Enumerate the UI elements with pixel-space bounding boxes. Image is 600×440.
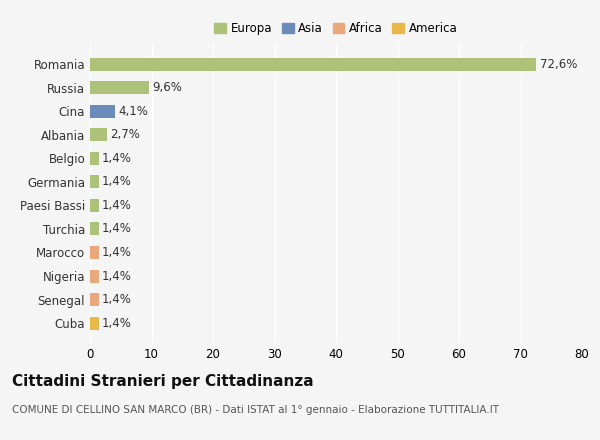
Text: 1,4%: 1,4% <box>101 199 131 212</box>
Text: 1,4%: 1,4% <box>101 270 131 282</box>
Bar <box>90 246 98 259</box>
Bar <box>90 223 98 235</box>
Text: 9,6%: 9,6% <box>152 81 182 94</box>
Text: 1,4%: 1,4% <box>101 152 131 165</box>
Text: 4,1%: 4,1% <box>118 105 148 117</box>
Text: 72,6%: 72,6% <box>539 58 577 70</box>
Bar <box>90 105 115 117</box>
Text: COMUNE DI CELLINO SAN MARCO (BR) - Dati ISTAT al 1° gennaio - Elaborazione TUTTI: COMUNE DI CELLINO SAN MARCO (BR) - Dati … <box>12 405 499 415</box>
Text: 1,4%: 1,4% <box>101 246 131 259</box>
Text: 1,4%: 1,4% <box>101 223 131 235</box>
Text: 1,4%: 1,4% <box>101 317 131 330</box>
Bar <box>90 317 98 330</box>
Bar <box>90 270 98 282</box>
Bar <box>90 152 98 165</box>
Text: 1,4%: 1,4% <box>101 175 131 188</box>
Text: 1,4%: 1,4% <box>101 293 131 306</box>
Bar <box>90 81 149 94</box>
Legend: Europa, Asia, Africa, America: Europa, Asia, Africa, America <box>212 20 460 38</box>
Text: Cittadini Stranieri per Cittadinanza: Cittadini Stranieri per Cittadinanza <box>12 374 314 389</box>
Bar <box>90 199 98 212</box>
Bar <box>90 293 98 306</box>
Bar <box>90 176 98 188</box>
Text: 2,7%: 2,7% <box>110 128 140 141</box>
Bar <box>90 58 536 70</box>
Bar <box>90 128 107 141</box>
